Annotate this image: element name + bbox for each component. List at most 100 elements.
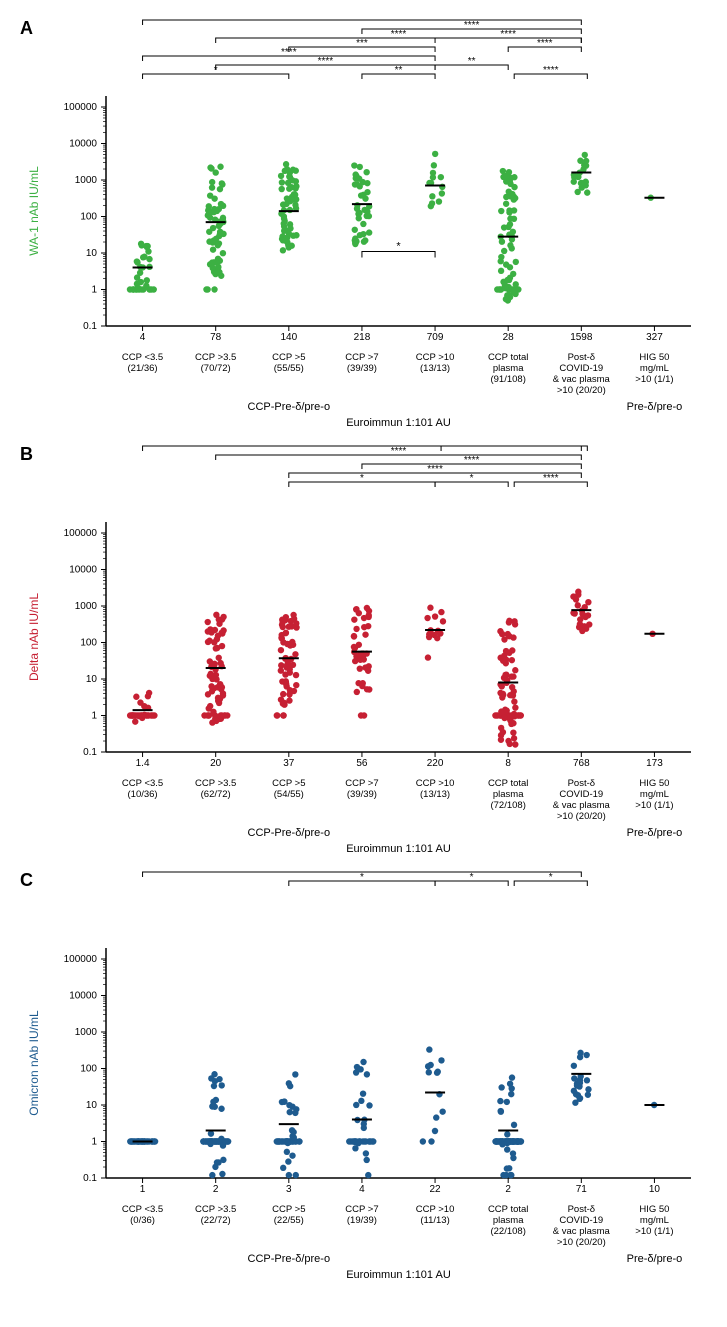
svg-text:CCP >3.5: CCP >3.5 (195, 352, 236, 363)
svg-text:(13/13): (13/13) (420, 789, 450, 800)
svg-text:****: **** (464, 20, 480, 31)
svg-text:100000: 100000 (64, 954, 98, 965)
y-axis-label: Delta nAb IU/mL (27, 593, 41, 681)
y-axis-label: Omicron nAb IU/mL (27, 1010, 41, 1116)
svg-text:HIG 50: HIG 50 (639, 778, 669, 789)
svg-text:56: 56 (356, 758, 368, 769)
svg-text:(0/36): (0/36) (130, 1215, 155, 1226)
svg-text:*: * (360, 473, 364, 484)
svg-text:****: **** (464, 455, 480, 466)
svg-text:(91/108): (91/108) (490, 374, 525, 385)
svg-text:COVID-19: COVID-19 (559, 363, 603, 374)
svg-text:1: 1 (91, 284, 97, 295)
svg-text:plasma: plasma (493, 1215, 524, 1226)
svg-text:COVID-19: COVID-19 (559, 789, 603, 800)
svg-text:CCP >3.5: CCP >3.5 (195, 778, 236, 789)
svg-text:(62/72): (62/72) (201, 789, 231, 800)
bottom-label-right: Pre-δ/pre-o (627, 1253, 683, 1265)
svg-text:(21/36): (21/36) (128, 363, 158, 374)
svg-text:100: 100 (80, 1063, 97, 1074)
svg-text:CCP >7: CCP >7 (345, 352, 378, 363)
panel-letter: B (20, 444, 33, 465)
svg-text:CCP >10: CCP >10 (416, 778, 455, 789)
svg-text:CCP total: CCP total (488, 352, 528, 363)
svg-text:>10 (20/20): >10 (20/20) (557, 811, 606, 822)
svg-text:(54/55): (54/55) (274, 789, 304, 800)
svg-text:>10 (20/20): >10 (20/20) (557, 1237, 606, 1248)
svg-text:1: 1 (91, 710, 97, 721)
svg-text:*: * (360, 872, 364, 883)
svg-text:10: 10 (86, 1100, 98, 1111)
svg-text:0.1: 0.1 (83, 747, 97, 758)
svg-text:****: **** (318, 56, 334, 67)
bottom-label-center: Euroimmun 1:101 AU (346, 843, 451, 855)
svg-text:100000: 100000 (64, 102, 98, 113)
svg-text:*: * (396, 240, 401, 252)
svg-text:2: 2 (505, 1184, 511, 1195)
svg-text:COVID-19: COVID-19 (559, 1215, 603, 1226)
svg-text:****: **** (391, 29, 407, 40)
svg-text:22: 22 (430, 1184, 442, 1195)
panel-c: C0.1110100100010000100000Omicron nAb IU/… (16, 868, 711, 1288)
svg-text:****: **** (354, 16, 370, 22)
svg-text:>10 (20/20): >10 (20/20) (557, 385, 606, 396)
svg-text:3: 3 (286, 1184, 292, 1195)
svg-text:Post-δ: Post-δ (568, 1204, 595, 1215)
svg-text:20: 20 (210, 758, 222, 769)
svg-text:0.1: 0.1 (83, 1173, 97, 1184)
svg-text:0.1: 0.1 (83, 321, 97, 332)
svg-text:>10 (1/1): >10 (1/1) (635, 374, 673, 385)
svg-text:**: ** (468, 56, 476, 67)
svg-text:4: 4 (140, 332, 146, 343)
svg-text:10000: 10000 (69, 138, 97, 149)
svg-text:1.4: 1.4 (136, 758, 150, 769)
svg-text:****: **** (391, 446, 407, 457)
svg-text:****: **** (543, 65, 559, 76)
svg-text:(22/55): (22/55) (274, 1215, 304, 1226)
bottom-label-center: Euroimmun 1:101 AU (346, 1269, 451, 1281)
svg-text:(39/39): (39/39) (347, 789, 377, 800)
svg-text:10: 10 (649, 1184, 661, 1195)
svg-text:(19/39): (19/39) (347, 1215, 377, 1226)
svg-text:(72/108): (72/108) (490, 800, 525, 811)
svg-text:mg/mL: mg/mL (640, 1215, 669, 1226)
svg-text:CCP >10: CCP >10 (416, 1204, 455, 1215)
svg-text:HIG 50: HIG 50 (639, 352, 669, 363)
svg-text:Post-δ: Post-δ (568, 778, 595, 789)
svg-text:327: 327 (646, 332, 663, 343)
svg-text:***: *** (356, 38, 368, 49)
panel-b: B0.1110100100010000100000Delta nAb IU/mL… (16, 442, 711, 862)
svg-text:100000: 100000 (64, 528, 98, 539)
panel-letter: A (20, 18, 33, 39)
svg-text:(13/13): (13/13) (420, 363, 450, 374)
svg-text:(22/108): (22/108) (490, 1226, 525, 1237)
svg-text:100: 100 (80, 211, 97, 222)
svg-text:CCP >3.5: CCP >3.5 (195, 1204, 236, 1215)
svg-text:10000: 10000 (69, 990, 97, 1001)
svg-text:140: 140 (280, 332, 297, 343)
svg-text:*: * (470, 473, 474, 484)
bottom-label-left: CCP-Pre-δ/pre-o (248, 401, 331, 413)
svg-text:& vac plasma: & vac plasma (553, 800, 611, 811)
svg-text:10: 10 (86, 674, 98, 685)
svg-text:>10 (1/1): >10 (1/1) (635, 1226, 673, 1237)
svg-text:plasma: plasma (493, 789, 524, 800)
svg-text:220: 220 (427, 758, 444, 769)
chart-svg: 0.1110100100010000100000WA-1 nAb IU/mL4C… (16, 16, 711, 436)
panel-a: A0.1110100100010000100000WA-1 nAb IU/mL4… (16, 16, 711, 436)
svg-text:10000: 10000 (69, 564, 97, 575)
svg-text:CCP >5: CCP >5 (272, 778, 305, 789)
svg-text:CCP >5: CCP >5 (272, 1204, 305, 1215)
svg-text:(55/55): (55/55) (274, 363, 304, 374)
svg-text:CCP >7: CCP >7 (345, 1204, 378, 1215)
svg-text:218: 218 (354, 332, 371, 343)
y-axis-label: WA-1 nAb IU/mL (27, 166, 41, 256)
svg-text:CCP >5: CCP >5 (272, 352, 305, 363)
svg-text:(11/13): (11/13) (420, 1215, 449, 1226)
svg-text:1000: 1000 (75, 175, 98, 186)
bottom-label-center: Euroimmun 1:101 AU (346, 417, 451, 429)
svg-text:2: 2 (213, 1184, 219, 1195)
svg-text:1000: 1000 (75, 601, 98, 612)
svg-text:****: **** (427, 464, 443, 475)
svg-text:(10/36): (10/36) (128, 789, 158, 800)
